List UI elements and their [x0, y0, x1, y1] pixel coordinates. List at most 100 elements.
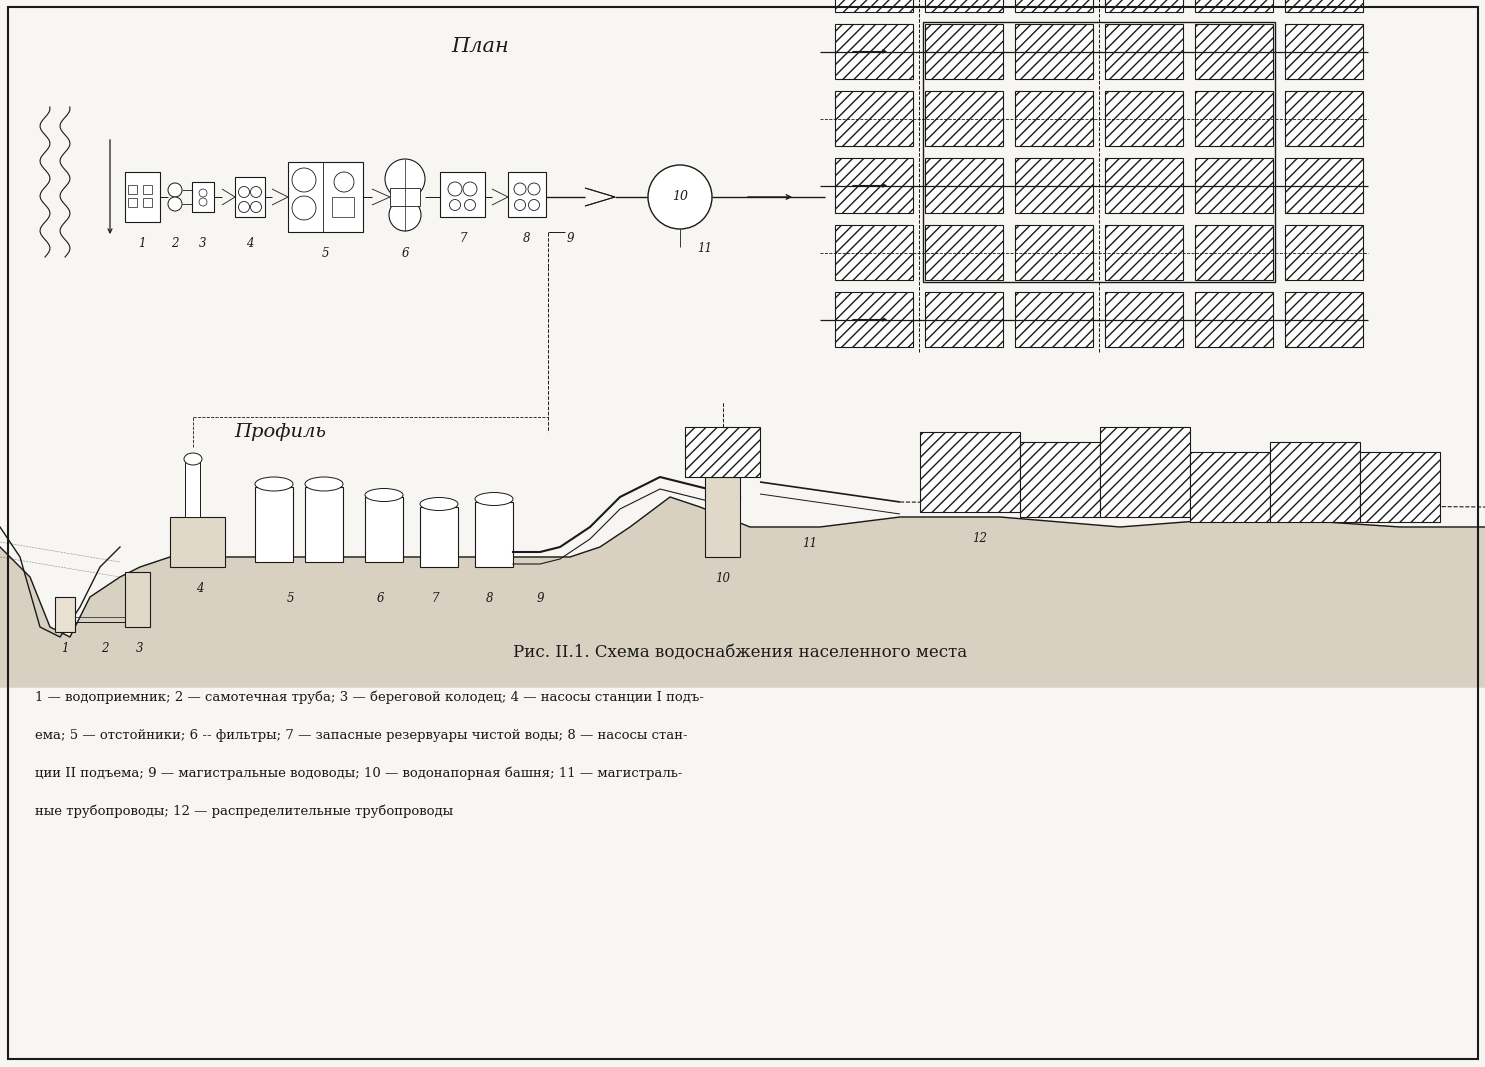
Text: 5: 5 [321, 246, 328, 260]
Text: 3: 3 [199, 237, 206, 250]
Bar [1105, 23, 1184, 79]
Bar [1020, 442, 1100, 517]
Bar [1285, 292, 1363, 347]
Bar [1195, 225, 1273, 280]
Text: 5: 5 [287, 592, 294, 605]
Bar [835, 292, 913, 347]
Circle shape [293, 196, 316, 220]
Circle shape [529, 200, 539, 210]
Text: Рис. II.1. Схема водоснабжения населенного места: Рис. II.1. Схема водоснабжения населенно… [512, 643, 967, 660]
Text: 6: 6 [376, 592, 383, 605]
Bar [1105, 225, 1184, 280]
Bar [1016, 23, 1093, 79]
Circle shape [239, 187, 249, 197]
Bar [255, 487, 293, 562]
Text: 10: 10 [673, 191, 688, 204]
Circle shape [514, 184, 526, 195]
Bar [1105, 292, 1184, 347]
Text: 2: 2 [101, 642, 108, 655]
Text: 3: 3 [137, 642, 144, 655]
Circle shape [450, 200, 460, 210]
Bar [508, 172, 546, 217]
Text: Профиль: Профиль [235, 423, 327, 441]
Bar [925, 0, 1002, 12]
Circle shape [251, 187, 261, 197]
Circle shape [334, 172, 353, 192]
Bar [1100, 427, 1189, 517]
Bar [1285, 0, 1363, 12]
Bar [835, 0, 913, 12]
Bar [440, 172, 486, 217]
Text: 4: 4 [196, 582, 203, 595]
Text: 11: 11 [802, 537, 818, 550]
Bar [835, 158, 913, 213]
Bar [125, 172, 160, 222]
Circle shape [239, 202, 249, 212]
Circle shape [168, 184, 183, 197]
Bar [128, 198, 137, 207]
Bar [169, 517, 226, 567]
Bar [925, 91, 1002, 146]
Bar [925, 23, 1002, 79]
Circle shape [463, 182, 477, 196]
Bar [835, 225, 913, 280]
Text: План: План [451, 37, 509, 57]
Text: 7: 7 [431, 592, 438, 605]
Text: 10: 10 [716, 572, 731, 585]
Bar [1285, 158, 1363, 213]
Text: 8: 8 [523, 232, 530, 245]
Ellipse shape [420, 497, 457, 510]
Bar [835, 91, 913, 146]
Bar [1105, 91, 1184, 146]
Bar [186, 462, 200, 517]
Bar [235, 177, 264, 217]
Text: 7: 7 [459, 232, 466, 245]
Circle shape [168, 197, 183, 211]
Bar [685, 427, 760, 477]
Bar [1016, 91, 1093, 146]
Bar [475, 501, 512, 567]
Bar [420, 507, 457, 567]
Bar [1285, 23, 1363, 79]
Polygon shape [0, 497, 1485, 687]
Bar [1285, 225, 1363, 280]
Text: 1 — водоприемник; 2 — самотечная труба; 3 — береговой колодец; 4 — насосы станци: 1 — водоприемник; 2 — самотечная труба; … [36, 690, 704, 704]
Circle shape [385, 159, 425, 200]
Ellipse shape [184, 453, 202, 465]
Bar [1105, 158, 1184, 213]
Bar [55, 598, 76, 632]
Bar [288, 162, 362, 232]
Bar [1195, 91, 1273, 146]
Circle shape [251, 202, 261, 212]
Bar [1195, 158, 1273, 213]
Ellipse shape [475, 493, 512, 506]
Text: ные трубопроводы; 12 — распределительные трубопроводы: ные трубопроводы; 12 — распределительные… [36, 805, 453, 817]
Text: 4: 4 [247, 237, 254, 250]
Bar [143, 198, 151, 207]
Bar [925, 225, 1002, 280]
Text: 12: 12 [973, 532, 988, 545]
Bar [924, 22, 1276, 282]
Ellipse shape [255, 477, 293, 491]
Bar [192, 182, 214, 212]
Bar [1016, 292, 1093, 347]
Bar [921, 432, 1020, 512]
Bar [1195, 0, 1273, 12]
Bar [1016, 158, 1093, 213]
Bar [365, 497, 402, 562]
Bar [835, 23, 913, 79]
Text: 9: 9 [536, 592, 544, 605]
Bar [1105, 0, 1184, 12]
Bar [705, 477, 740, 557]
Text: 2: 2 [171, 237, 178, 250]
Bar [391, 188, 420, 206]
Text: 8: 8 [486, 592, 493, 605]
Bar [1016, 225, 1093, 280]
Bar [1285, 91, 1363, 146]
Circle shape [293, 168, 316, 192]
Text: ции II подъема; 9 — магистральные водоводы; 10 — водонапорная башня; 11 — магист: ции II подъема; 9 — магистральные водово… [36, 766, 683, 780]
Bar [333, 197, 353, 217]
Circle shape [199, 189, 206, 197]
Bar [128, 185, 137, 194]
Bar [925, 292, 1002, 347]
